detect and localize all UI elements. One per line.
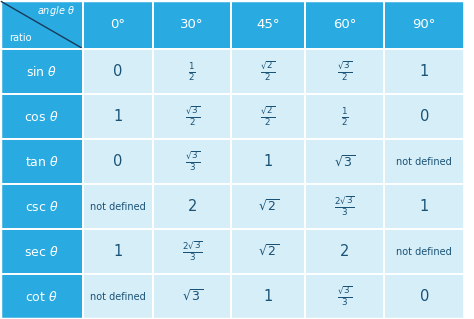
Text: 1: 1 xyxy=(113,244,123,259)
Text: not defined: not defined xyxy=(396,247,452,256)
Bar xyxy=(231,0,305,49)
Bar xyxy=(83,184,153,229)
Text: not defined: not defined xyxy=(90,202,146,212)
Text: $\sqrt{3}$: $\sqrt{3}$ xyxy=(182,289,203,304)
Text: 1: 1 xyxy=(419,199,429,214)
Bar xyxy=(83,49,153,94)
Bar xyxy=(153,49,231,94)
Text: $\frac{2\sqrt{3}}{3}$: $\frac{2\sqrt{3}}{3}$ xyxy=(182,240,203,263)
Bar xyxy=(153,229,231,274)
Bar xyxy=(231,184,305,229)
Bar xyxy=(83,274,153,319)
Text: $\cot\,\theta$: $\cot\,\theta$ xyxy=(25,290,58,304)
Bar xyxy=(384,49,464,94)
Text: ratio: ratio xyxy=(9,33,32,43)
Bar xyxy=(83,0,153,49)
Bar xyxy=(305,139,384,184)
Bar xyxy=(153,0,231,49)
Bar xyxy=(0,94,83,139)
Text: $\sqrt{2}$: $\sqrt{2}$ xyxy=(257,244,279,259)
Text: $\frac{\sqrt{3}}{2}$: $\frac{\sqrt{3}}{2}$ xyxy=(337,60,352,84)
Text: $\frac{1}{2}$: $\frac{1}{2}$ xyxy=(189,61,196,83)
Text: 1: 1 xyxy=(419,64,429,79)
Text: 30°: 30° xyxy=(181,18,204,31)
Text: 2: 2 xyxy=(340,244,349,259)
Text: 1: 1 xyxy=(264,289,273,304)
Bar xyxy=(305,94,384,139)
Bar xyxy=(231,139,305,184)
Bar xyxy=(305,0,384,49)
Text: $\frac{\sqrt{2}}{2}$: $\frac{\sqrt{2}}{2}$ xyxy=(260,60,276,84)
Text: $\sqrt{3}$: $\sqrt{3}$ xyxy=(334,154,355,169)
Bar xyxy=(384,184,464,229)
Bar xyxy=(0,49,83,94)
Bar xyxy=(305,274,384,319)
Bar xyxy=(384,0,464,49)
Bar xyxy=(153,139,231,184)
Bar xyxy=(305,49,384,94)
Text: $\frac{2\sqrt{3}}{3}$: $\frac{2\sqrt{3}}{3}$ xyxy=(334,195,355,218)
Bar xyxy=(153,94,231,139)
Bar xyxy=(231,49,305,94)
Bar xyxy=(83,229,153,274)
Text: $\frac{\sqrt{3}}{2}$: $\frac{\sqrt{3}}{2}$ xyxy=(184,105,200,129)
Bar xyxy=(0,139,83,184)
Text: $\cos\,\theta$: $\cos\,\theta$ xyxy=(24,110,59,124)
Text: 90°: 90° xyxy=(412,18,436,31)
Text: 0°: 0° xyxy=(110,18,126,31)
Text: 1: 1 xyxy=(113,109,123,124)
Text: 0: 0 xyxy=(113,64,123,79)
Text: not defined: not defined xyxy=(90,292,146,301)
Bar xyxy=(0,274,83,319)
Bar xyxy=(384,139,464,184)
Bar xyxy=(83,139,153,184)
Text: 1: 1 xyxy=(264,154,273,169)
Text: angle $\theta$: angle $\theta$ xyxy=(37,4,75,19)
Bar xyxy=(231,94,305,139)
Bar xyxy=(0,184,83,229)
Text: 45°: 45° xyxy=(256,18,280,31)
Bar xyxy=(305,184,384,229)
Bar xyxy=(153,274,231,319)
Text: 60°: 60° xyxy=(333,18,356,31)
Text: $\tan\,\theta$: $\tan\,\theta$ xyxy=(25,155,58,169)
Bar xyxy=(231,274,305,319)
Text: $\sqrt{2}$: $\sqrt{2}$ xyxy=(257,199,279,214)
Bar xyxy=(384,274,464,319)
Text: 0: 0 xyxy=(113,154,123,169)
Bar xyxy=(0,229,83,274)
Bar xyxy=(153,184,231,229)
Text: $\sin\,\theta$: $\sin\,\theta$ xyxy=(26,65,57,79)
Text: $\sec\,\theta$: $\sec\,\theta$ xyxy=(24,245,59,259)
Text: 0: 0 xyxy=(419,109,429,124)
Bar xyxy=(305,229,384,274)
Text: 0: 0 xyxy=(419,289,429,304)
Text: 2: 2 xyxy=(188,199,197,214)
Text: $\frac{\sqrt{3}}{3}$: $\frac{\sqrt{3}}{3}$ xyxy=(337,285,352,308)
Text: $\frac{1}{2}$: $\frac{1}{2}$ xyxy=(341,106,348,128)
Bar xyxy=(83,94,153,139)
Bar xyxy=(384,94,464,139)
Bar xyxy=(231,229,305,274)
Text: not defined: not defined xyxy=(396,157,452,167)
Text: $\csc\,\theta$: $\csc\,\theta$ xyxy=(25,200,58,214)
Bar xyxy=(384,229,464,274)
Text: $\frac{\sqrt{3}}{3}$: $\frac{\sqrt{3}}{3}$ xyxy=(184,150,200,173)
Text: $\frac{\sqrt{2}}{2}$: $\frac{\sqrt{2}}{2}$ xyxy=(260,105,276,129)
Bar xyxy=(0,0,83,49)
